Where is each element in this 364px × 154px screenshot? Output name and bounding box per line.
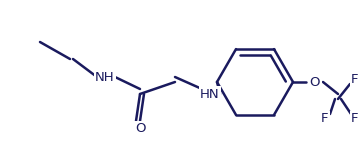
Text: O: O — [310, 75, 320, 89]
Text: F: F — [351, 73, 359, 85]
Text: O: O — [135, 122, 145, 136]
Text: NH: NH — [95, 71, 115, 83]
Text: HN: HN — [200, 87, 220, 101]
Text: F: F — [351, 113, 359, 126]
Text: F: F — [321, 113, 329, 126]
